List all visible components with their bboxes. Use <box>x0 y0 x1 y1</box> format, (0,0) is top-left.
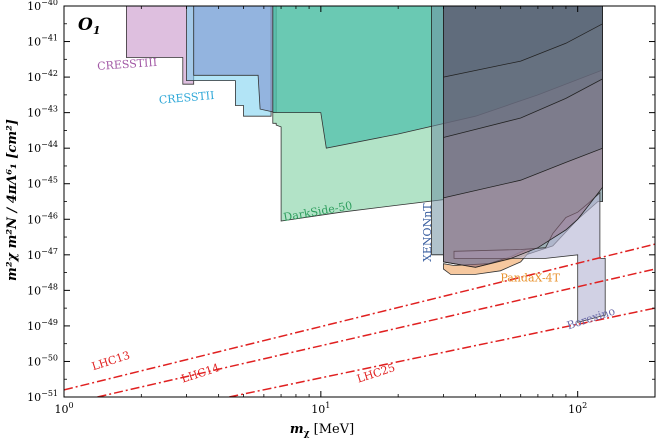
label-xenonnt: XENONnT <box>421 203 434 262</box>
line-lhc25 <box>229 307 655 397</box>
y-axis: 10−40 10−41 10−42 10−43 10−44 10−45 10−46 10−47… <box>27 0 655 404</box>
region-band-10 <box>443 6 603 199</box>
region-band-2 <box>193 6 277 114</box>
y-tick-label: 10−50 <box>27 353 58 368</box>
y-tick-label: 10−47 <box>27 247 58 262</box>
x-tick-label: 102 <box>568 401 587 416</box>
y-tick-label: 10−46 <box>27 211 58 226</box>
label-cresstiii: CRESSTIII <box>97 56 158 73</box>
y-tick-label: 10−44 <box>27 140 58 155</box>
x-axis: 100 101 102 <box>54 6 656 416</box>
x-axis-title: mχ [MeV] <box>290 422 354 438</box>
region-band-12 <box>443 6 603 78</box>
y-tick-label: 10−41 <box>27 34 58 49</box>
label-cresstii: CRESSTII <box>158 89 215 107</box>
y-axis-title: m²χ m²N / 4πΛ⁶₁ [cm²] <box>5 119 20 281</box>
y-tick-label: 10−40 <box>27 0 58 13</box>
regions <box>126 6 606 323</box>
y-tick-label: 10−48 <box>27 282 58 297</box>
y-tick-label: 10−51 <box>27 389 58 404</box>
x-tick-label: 101 <box>311 401 330 416</box>
region-band-11 <box>443 6 603 139</box>
y-tick-label: 10−49 <box>27 318 58 333</box>
label-pandax-4t: PandaX-4T <box>500 271 560 284</box>
line-lhc14 <box>97 268 655 397</box>
y-tick-label: 10−43 <box>27 105 58 120</box>
y-tick-label: 10−45 <box>27 176 58 191</box>
panel-label: O1 <box>78 15 100 37</box>
x-tick-label: 100 <box>54 401 73 416</box>
lhc-lines <box>64 243 655 397</box>
region-cresstiii <box>126 6 195 85</box>
y-tick-label: 10−42 <box>27 69 58 84</box>
